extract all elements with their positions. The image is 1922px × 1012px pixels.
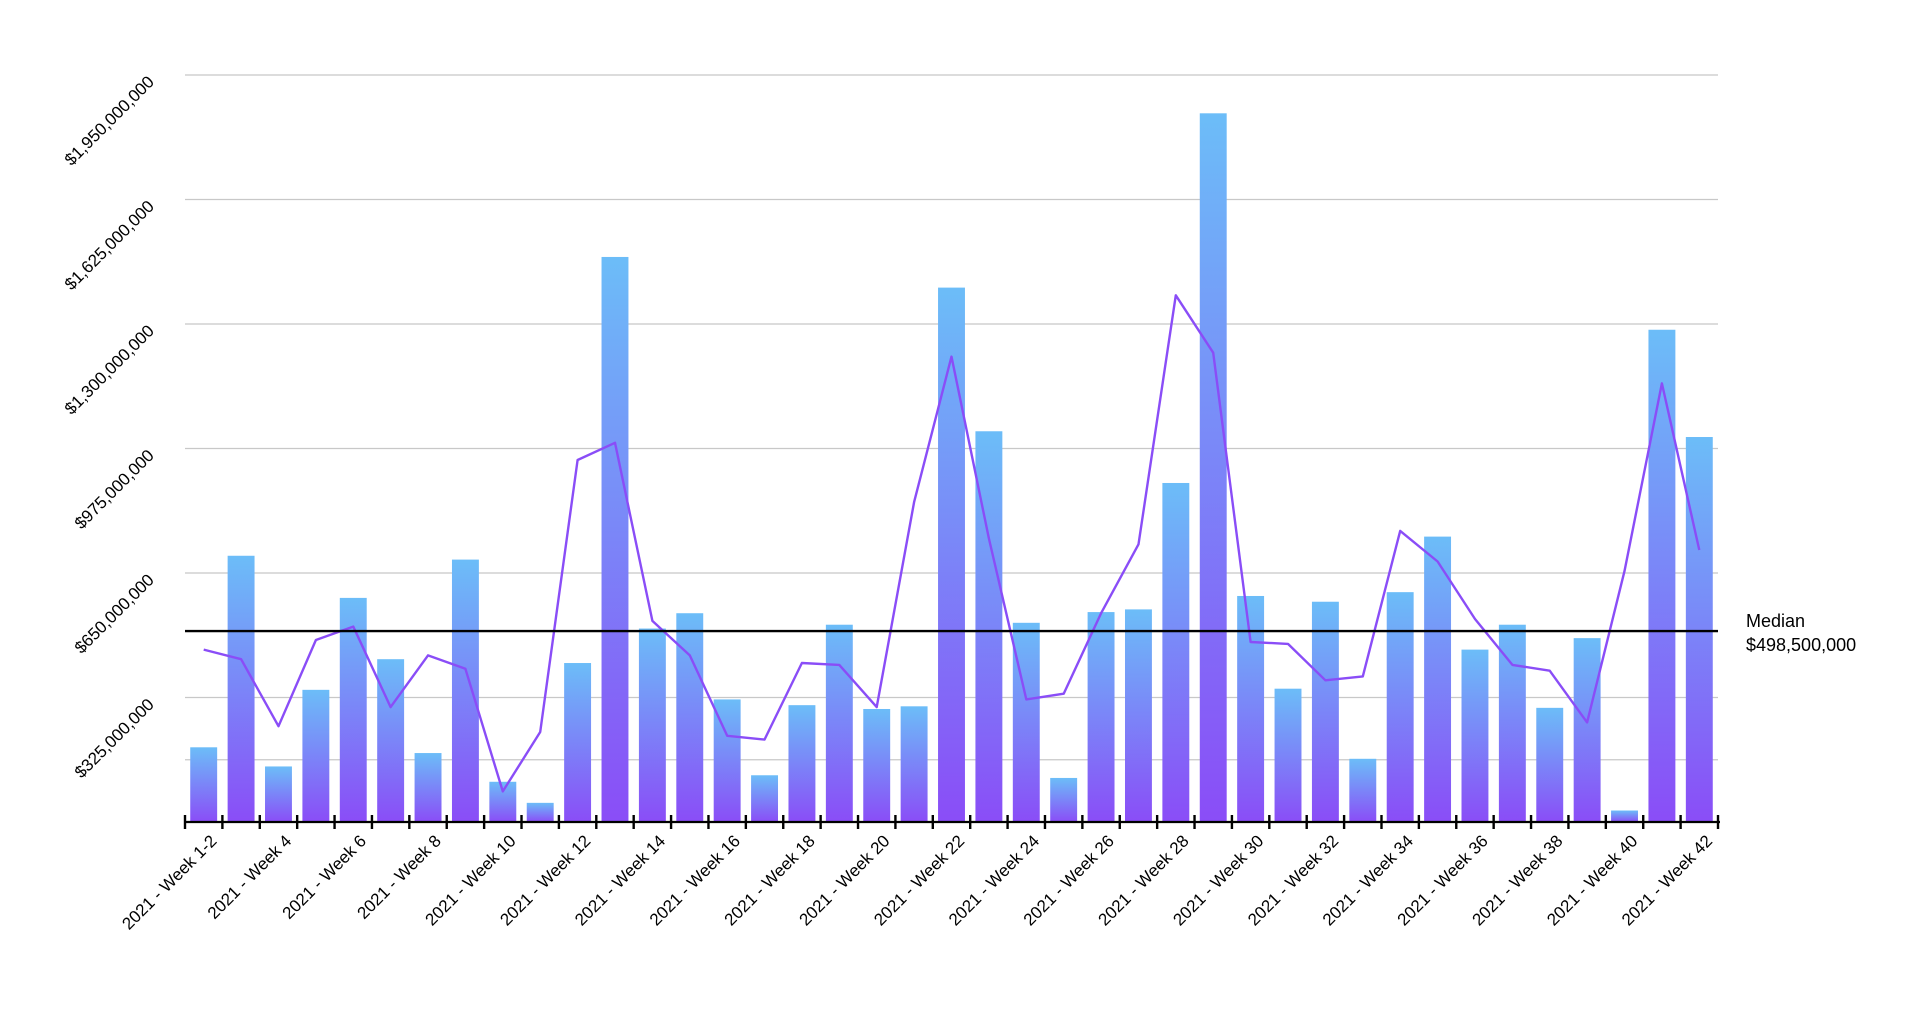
x-tick-label: 2021 - Week 1-2 [118,831,220,933]
trend-line-group [203,294,1701,793]
median-label: Median [1746,611,1805,631]
bar [339,597,367,822]
bar [302,689,330,822]
y-tick-label: $1,950,000,000 [61,72,158,169]
bar [1012,622,1040,822]
y-tick-label: $975,000,000 [71,446,158,533]
bar [1498,624,1526,822]
y-tick-label: $1,625,000,000 [61,197,158,294]
y-axis-labels: $325,000,000 $650,000,000 $975,000,000 $1,3… [61,72,158,781]
bar [1349,758,1377,822]
bar [1536,707,1564,822]
bar [1461,649,1489,822]
bar [564,663,592,822]
bar [227,555,255,822]
y-tick-label: $1,300,000,000 [61,321,158,418]
bar [1648,329,1676,822]
bar [638,628,666,822]
bar [1386,592,1414,822]
bar [1087,612,1115,822]
bar [713,699,741,822]
bar [1573,638,1601,822]
bar [751,775,779,822]
bar [1611,810,1638,822]
bar [377,659,405,822]
y-tick-label: $650,000,000 [71,570,158,657]
bar [788,705,816,822]
bar [1311,601,1339,822]
bar [863,708,891,822]
bar [1050,777,1078,822]
median-group: Median $498,500,000 [185,611,1856,655]
x-axis [183,815,1720,829]
bar [190,747,218,822]
bar [1424,536,1452,822]
bar [938,287,965,823]
bar [1199,113,1227,823]
trend-line [203,294,1701,793]
bar [265,766,292,822]
bar [526,802,554,822]
bar [825,624,853,822]
bar [601,256,629,822]
bar [1162,482,1190,822]
bar [900,706,928,822]
bar [1274,688,1302,822]
bar [1685,437,1713,822]
bar [1124,609,1152,822]
bars [190,113,1713,823]
bar [676,613,704,822]
y-tick-label: $325,000,000 [71,695,158,782]
bar [451,559,479,822]
bar [414,753,442,822]
median-value-label: $498,500,000 [1746,635,1856,655]
